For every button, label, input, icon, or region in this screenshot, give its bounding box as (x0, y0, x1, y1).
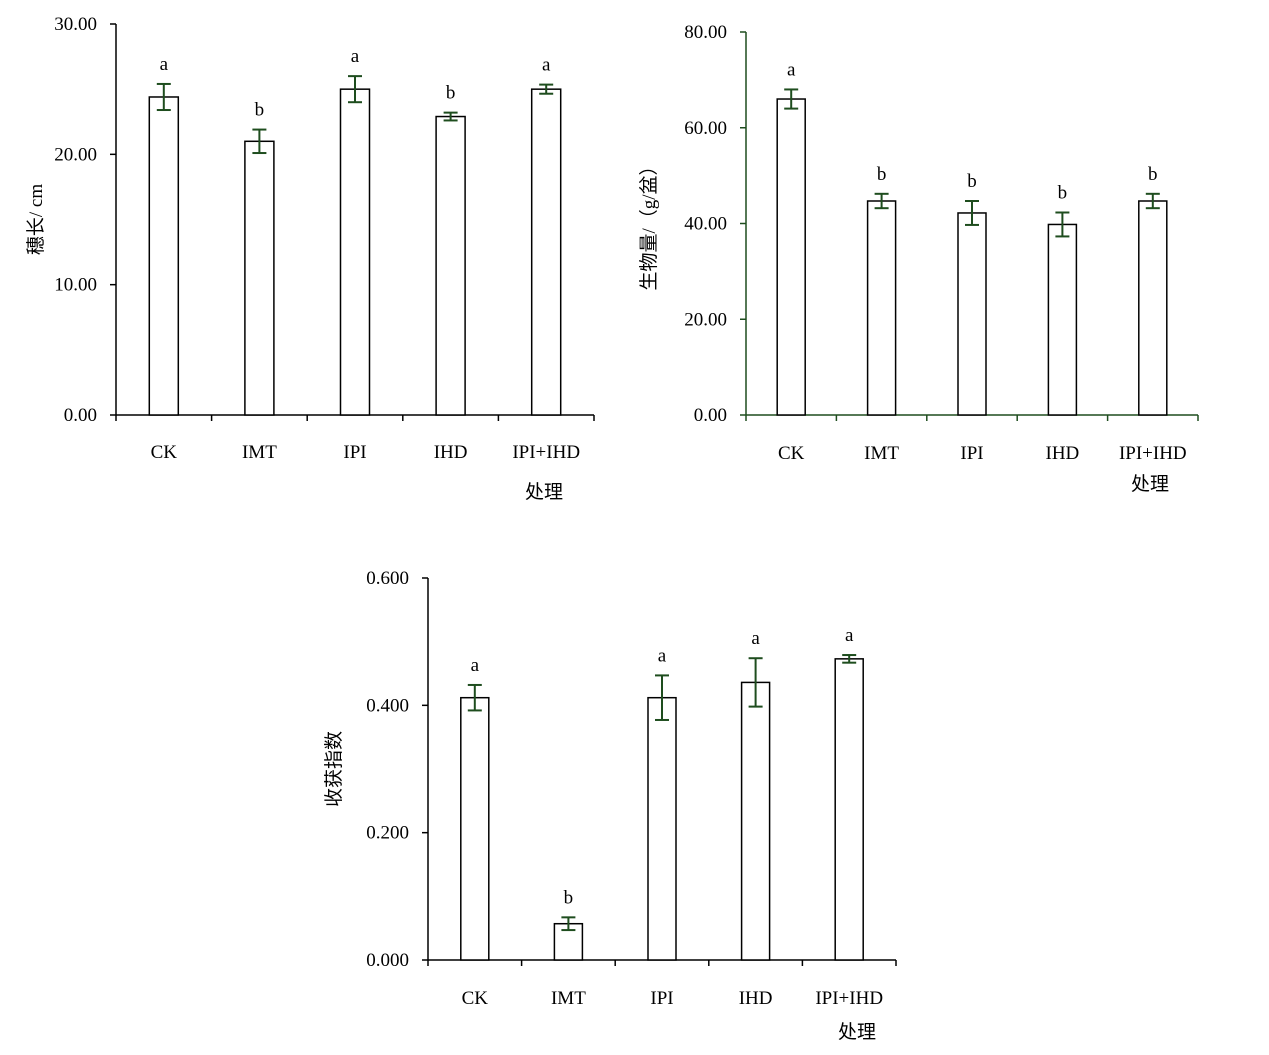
significance-label: a (787, 59, 796, 80)
category-label: IPI (960, 443, 983, 464)
bar-ck (460, 696, 490, 961)
category-label: CK (462, 988, 489, 1009)
category-label: IHD (1046, 443, 1080, 464)
category-label: IMT (551, 988, 586, 1009)
bar-ipi (339, 88, 371, 416)
bar-ipi-plus-ihd (1138, 200, 1168, 416)
y-tick-label: 0.00 (64, 405, 97, 426)
bar-ck (776, 98, 806, 416)
bar-ihd (1047, 223, 1078, 416)
y-tick-label: 0.400 (366, 695, 409, 716)
significance-label: a (160, 54, 169, 75)
chart-3: 0.000 0.200 0.400 0.600 a CK b IMT a IPI a IHD a IPI+… (323, 568, 897, 1043)
category-label: IPI+IHD (815, 988, 883, 1009)
category-label: IMT (242, 442, 277, 463)
chart-2: 0.00 20.00 40.00 60.00 80.00 a CK b IMT b IPI b IHD b… (638, 22, 1199, 495)
significance-label: a (542, 55, 551, 76)
bar-ihd (435, 115, 466, 416)
category-label: IPI (650, 988, 673, 1009)
y-tick-label: 10.00 (54, 275, 97, 296)
significance-label: b (564, 887, 574, 908)
y-tick-label: 40.00 (684, 214, 727, 235)
category-label: CK (151, 442, 178, 463)
x-axis-title: 处理 (525, 481, 563, 503)
bar-ck (148, 96, 180, 416)
bar-imt (866, 200, 897, 416)
bar-ipi (957, 212, 987, 416)
significance-label: a (751, 628, 760, 649)
significance-label: b (255, 100, 265, 121)
significance-label: a (658, 645, 667, 666)
bar-ipi-plus-ihd (834, 658, 864, 961)
significance-label: b (967, 171, 977, 192)
y-tick-label: 0.00 (694, 405, 727, 426)
category-label: IPI+IHD (1119, 443, 1187, 464)
significance-label: b (877, 164, 887, 185)
bar-ipi-plus-ihd (530, 88, 562, 416)
significance-label: b (1058, 182, 1068, 203)
bar-ipi (647, 696, 677, 961)
significance-label: b (446, 83, 456, 104)
significance-label: a (471, 655, 480, 676)
y-axis-title: 收获指数 (323, 731, 345, 807)
category-label: CK (778, 443, 805, 464)
y-axis-title: 生物量/（g/盆） (638, 156, 660, 290)
y-tick-label: 20.00 (54, 144, 97, 165)
y-tick-label: 30.00 (54, 14, 97, 35)
bar-imt (244, 140, 275, 416)
chart-1: 0.00 10.00 20.00 30.00 a CK b IMT a IPI b IHD a IPI+I… (25, 14, 595, 503)
y-tick-label: 80.00 (684, 22, 727, 43)
y-tick-label: 60.00 (684, 118, 727, 139)
x-axis-title: 处理 (838, 1021, 876, 1043)
y-tick-label: 0.200 (366, 823, 409, 844)
category-label: IMT (864, 443, 899, 464)
category-label: IHD (739, 988, 773, 1009)
x-axis-title: 处理 (1131, 473, 1169, 495)
significance-label: a (845, 625, 854, 646)
category-label: IPI (343, 442, 366, 463)
category-label: IHD (434, 442, 468, 463)
y-tick-label: 20.00 (684, 309, 727, 330)
bar-ihd (740, 681, 771, 961)
y-tick-label: 0.600 (366, 568, 409, 589)
significance-label: b (1148, 164, 1158, 185)
category-label: IPI+IHD (512, 442, 580, 463)
significance-label: a (351, 46, 360, 67)
y-tick-label: 0.000 (366, 950, 409, 971)
y-axis-title: 穗长/ cm (25, 184, 47, 255)
